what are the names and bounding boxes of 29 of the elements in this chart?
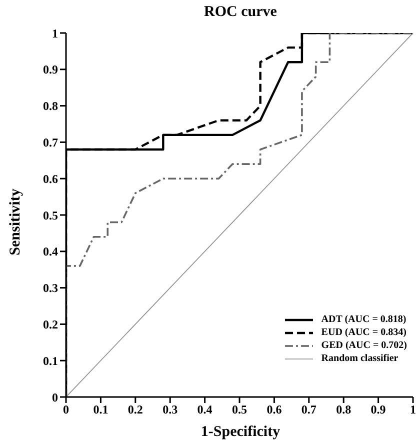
x-tick-label: 0.4: [197, 402, 212, 417]
y-axis-title: Sensitivity: [8, 188, 24, 256]
y-tick-label: 0.6: [43, 172, 58, 186]
x-tick-label: 0.3: [162, 402, 178, 417]
y-tick-label: 0.1: [43, 354, 58, 368]
y-tick-label: 0.2: [43, 317, 58, 332]
y-tick-label: 1: [52, 26, 58, 40]
x-tick-label: 0.5: [232, 402, 247, 417]
x-axis-title: 1-Specificity: [200, 424, 282, 441]
x-tick-label: 0.9: [370, 402, 386, 417]
x-tick-label: 1: [410, 402, 416, 417]
x-tick-label: 0.2: [128, 402, 143, 417]
legend-label: Random classifier: [321, 352, 398, 365]
x-tick-label: 0: [63, 402, 69, 417]
y-tick-label: 0.5: [43, 208, 58, 222]
chart-title: ROC curve: [203, 4, 278, 21]
y-tick-label: 0.9: [43, 62, 58, 77]
y-tick-label: 0.3: [43, 281, 58, 296]
x-tick-label: 0.7: [301, 402, 316, 417]
y-tick-label: 0: [52, 390, 58, 404]
y-tick-label: 0.8: [43, 99, 58, 114]
x-tick-label: 0.8: [336, 402, 352, 417]
legend-label: GED (AUC = 0.702): [321, 339, 407, 352]
x-tick-label: 0.6: [266, 402, 282, 417]
y-tick-label: 0.7: [43, 135, 58, 150]
x-tick-label: 0.1: [93, 402, 108, 417]
legend-label: ADT (AUC = 0.818): [321, 313, 406, 326]
y-tick-label: 0.4: [43, 244, 58, 259]
legend-label: EUD (AUC = 0.834): [321, 326, 406, 339]
